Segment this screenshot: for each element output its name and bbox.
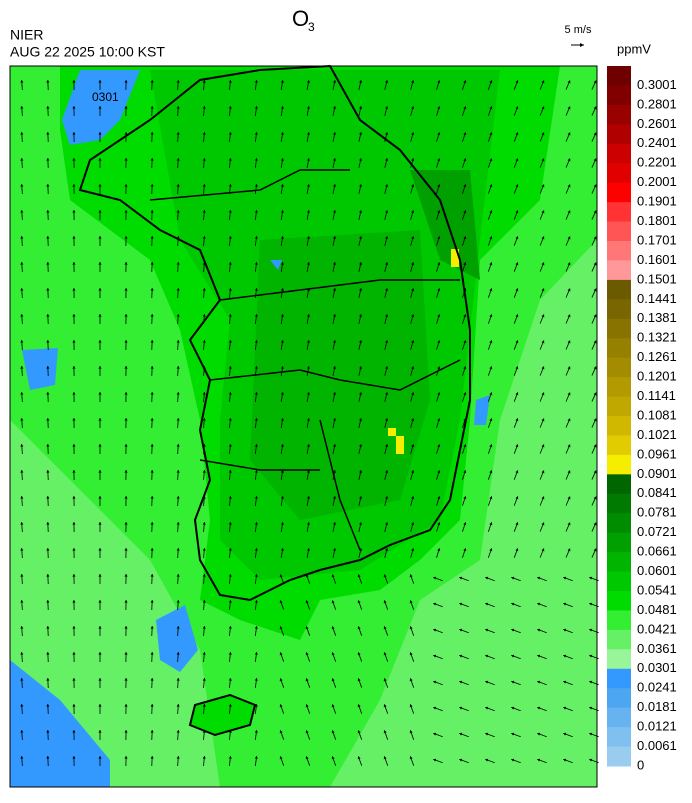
legend-label: 0.0721 (637, 524, 677, 539)
legend: 0.3001 0.2801 0.2601 0.2401 0.2201 0.2001 0.19… (607, 66, 677, 772)
timestamp: AUG 22 2025 10:00 KST (10, 44, 165, 60)
legend-label: 0.0781 (637, 505, 677, 520)
legend-swatch (607, 669, 631, 689)
wind-scale-arrow (571, 43, 584, 47)
legend-swatch (607, 455, 631, 475)
map-annotation: 0301 (92, 90, 119, 104)
legend-label: 0.0541 (637, 582, 677, 597)
legend-label: 0.1501 (637, 271, 677, 286)
legend-swatch (607, 299, 631, 319)
legend-label: 0.1261 (637, 349, 677, 364)
legend-label: 0.0121 (637, 719, 677, 734)
legend-label: 0.1381 (637, 310, 677, 325)
legend-label: 0.1201 (637, 369, 677, 384)
legend-swatch (607, 105, 631, 125)
legend-label: 0.0241 (637, 680, 677, 695)
legend-swatch (607, 416, 631, 436)
legend-swatch (607, 163, 631, 183)
legend-swatch (607, 610, 631, 630)
legend-swatch (607, 85, 631, 105)
legend-label: 0.0841 (637, 485, 677, 500)
legend-swatch (607, 183, 631, 203)
legend-swatch (607, 397, 631, 417)
legend-swatch (607, 144, 631, 164)
legend-swatch (607, 649, 631, 669)
legend-label: 0.1321 (637, 330, 677, 345)
legend-label: 0.2001 (637, 174, 677, 189)
title-subscript: 3 (308, 20, 315, 34)
legend-swatch (607, 591, 631, 611)
legend-label: 0.2201 (637, 155, 677, 170)
legend-swatch (607, 747, 631, 767)
legend-swatch (607, 630, 631, 650)
legend-label: 0.0181 (637, 699, 677, 714)
legend-swatch (607, 319, 631, 339)
map (10, 66, 597, 787)
legend-swatch (607, 241, 631, 261)
legend-label: 0.0301 (637, 660, 677, 675)
legend-swatch (607, 260, 631, 280)
agency: NIER (10, 27, 43, 43)
legend-label: 0.1901 (637, 194, 677, 209)
legend-swatch (607, 124, 631, 144)
legend-swatch (607, 552, 631, 572)
legend-label: 0.3001 (637, 77, 677, 92)
legend-label: 0.0421 (637, 621, 677, 636)
legend-swatch (607, 435, 631, 455)
legend-label: 0.1441 (637, 291, 677, 306)
legend-label: 0.1701 (637, 232, 677, 247)
legend-swatch (607, 572, 631, 592)
legend-unit: ppmV (617, 41, 651, 56)
legend-swatch (607, 66, 631, 86)
legend-swatch (607, 222, 631, 242)
legend-swatch (607, 338, 631, 358)
legend-swatch (607, 513, 631, 533)
legend-swatch (607, 202, 631, 222)
legend-label: 0.0481 (637, 602, 677, 617)
title: O (292, 6, 309, 31)
legend-swatch (607, 533, 631, 553)
legend-swatch (607, 377, 631, 397)
legend-swatch (607, 708, 631, 728)
legend-swatch (607, 727, 631, 747)
legend-label: 0.0661 (637, 544, 677, 559)
legend-label: 0.0961 (637, 446, 677, 461)
wind-scale-label: 5 m/s (565, 24, 592, 36)
legend-label: 0.2801 (637, 96, 677, 111)
legend-label: 0 (637, 757, 644, 772)
legend-label: 0.0901 (637, 466, 677, 481)
legend-label: 0.2601 (637, 116, 677, 131)
legend-label: 0.1801 (637, 213, 677, 228)
legend-label: 0.1081 (637, 407, 677, 422)
legend-label: 0.1601 (637, 252, 677, 267)
legend-label: 0.0361 (637, 641, 677, 656)
legend-swatch (607, 280, 631, 300)
legend-label: 0.1021 (637, 427, 677, 442)
legend-label: 0.0061 (637, 738, 677, 753)
legend-swatch (607, 688, 631, 708)
legend-label: 0.1141 (637, 388, 676, 403)
legend-swatch (607, 358, 631, 378)
legend-label: 0.2401 (637, 135, 677, 150)
legend-label: 0.0601 (637, 563, 677, 578)
legend-swatch (607, 474, 631, 494)
legend-swatch (607, 494, 631, 514)
